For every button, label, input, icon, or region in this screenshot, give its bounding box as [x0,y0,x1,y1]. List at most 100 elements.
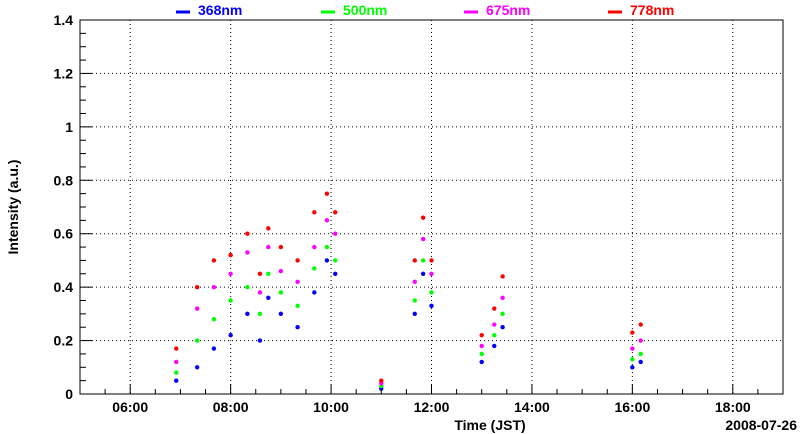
x-axis-title: Time (JST) [454,417,525,433]
data-point-778nm [174,346,179,351]
y-tick-label: 0.4 [54,279,74,295]
legend: 368nm 500nm 675nm 778nm [176,2,674,18]
data-point-368nm [412,311,417,317]
data-point-500nm [295,303,300,309]
data-point-675nm [278,268,284,274]
x-tick-label: 18:00 [715,399,751,415]
data-point-778nm [245,231,250,236]
data-point-368nm [420,271,426,276]
data-point-675nm [194,306,200,311]
data-point-500nm [211,317,217,322]
data-point-675nm [245,250,250,255]
data-point-500nm [257,311,263,317]
data-point-778nm [194,284,200,290]
data-point-368nm [333,271,338,276]
data-point-368nm [194,365,200,370]
data-point-778nm [479,333,484,338]
y-axis-title: Intensity (a.u.) [5,160,21,255]
legend-label: 500nm [343,2,387,18]
x-tick-label: 14:00 [514,399,550,415]
data-point-368nm [479,359,484,365]
data-point-778nm [312,210,317,215]
data-point-778nm [638,322,643,327]
data-point-500nm [312,266,317,271]
data-point-778nm [324,191,330,196]
data-point-675nm [333,231,338,236]
data-point-675nm [500,295,505,301]
data-point-500nm [638,351,643,357]
legend-label: 778nm [630,2,674,18]
data-point-500nm [333,258,338,263]
data-point-675nm [492,322,497,327]
data-point-675nm [295,279,300,284]
data-point-675nm [228,271,233,276]
y-tick-label: 1.2 [54,65,74,81]
data-point-368nm [630,365,635,370]
date-label: 2008-07-26 [725,417,797,433]
data-point-500nm [429,290,434,295]
data-point-675nm [420,236,426,242]
data-point-368nm [492,343,497,349]
data-point-500nm [245,284,250,290]
data-point-368nm [312,290,317,295]
data-point-675nm [638,338,643,343]
x-tick-label: 12:00 [414,399,450,415]
data-point-500nm [228,298,233,303]
data-point-500nm [479,351,484,357]
data-point-368nm [174,378,179,383]
x-tick-label: 10:00 [313,399,349,415]
x-tick-label: 16:00 [614,399,650,415]
data-point-778nm [257,271,263,276]
data-point-675nm [257,290,263,295]
data-point-675nm [174,359,179,365]
data-point-778nm [412,258,417,263]
y-tick-label: 1.4 [54,12,74,28]
y-tick-label: 0.6 [54,226,74,242]
data-point-778nm [492,306,497,311]
x-tick-label: 06:00 [112,399,148,415]
data-point-500nm [412,298,417,303]
data-point-675nm [412,279,417,284]
data-point-778nm [228,252,233,258]
data-point-368nm [245,311,250,317]
data-point-778nm [500,274,505,279]
data-point-675nm [479,343,484,349]
data-point-500nm [492,333,497,338]
data-point-368nm [257,338,263,343]
data-point-500nm [266,271,271,276]
data-point-368nm [429,303,434,309]
data-point-500nm [630,357,635,362]
axis-ticks [79,19,784,395]
data-point-500nm [324,244,330,250]
tick-labels: 06:00 08:00 10:00 12:00 14:00 16:00 18:00 0 0.2 0… [54,12,751,415]
data-point-500nm [174,370,179,375]
data-point-778nm [630,330,635,335]
y-tick-label: 0 [65,386,73,402]
data-point-675nm [324,218,330,223]
data-point-778nm [420,215,426,220]
data-point-778nm [379,378,384,383]
data-point-500nm [194,338,200,343]
data-point-675nm [312,244,317,250]
data-point-500nm [500,311,505,317]
data-point-368nm [278,311,284,317]
data-point-778nm [211,258,217,263]
legend-label: 368nm [198,2,242,18]
data-point-500nm [420,258,426,263]
legend-label: 675nm [486,2,530,18]
data-point-368nm [228,333,233,338]
data-point-778nm [278,244,284,250]
data-point-778nm [429,258,434,263]
data-point-675nm [630,346,635,351]
data-point-368nm [211,346,217,351]
data-point-778nm [295,258,300,263]
data-point-368nm [324,258,330,263]
data-point-368nm [266,295,271,301]
data-point-675nm [429,271,434,276]
data-point-500nm [278,290,284,295]
data-point-675nm [211,284,217,290]
data-point-778nm [266,226,271,231]
data-point-368nm [295,325,300,330]
x-tick-label: 08:00 [213,399,249,415]
